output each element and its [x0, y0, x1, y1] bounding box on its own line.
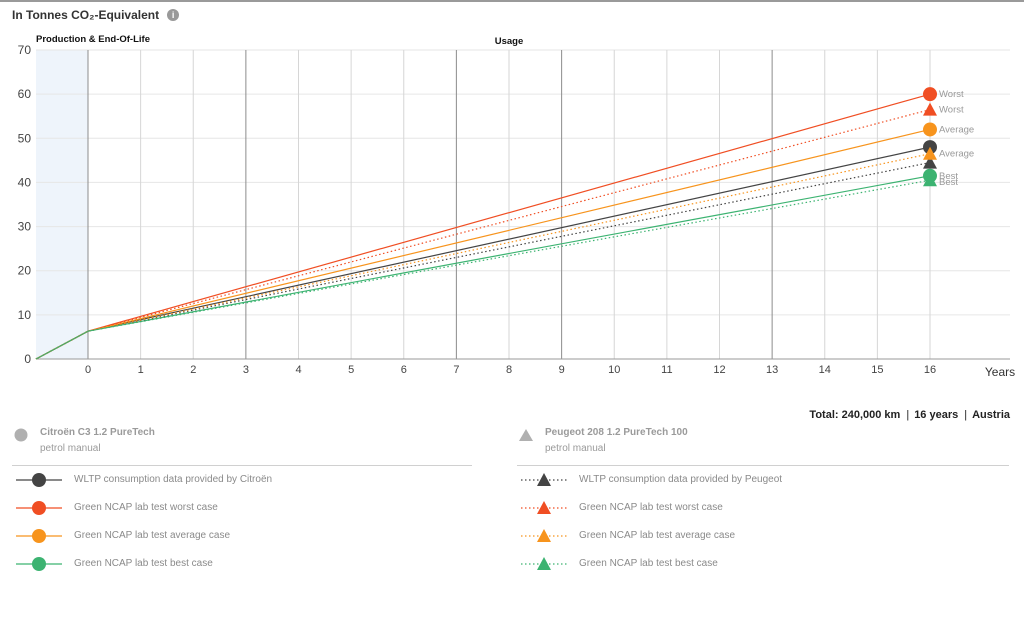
x-tick-label: 12 [713, 364, 725, 376]
car-name: Citroën C3 1.2 PureTech [40, 427, 155, 438]
top-divider [0, 0, 1024, 2]
car-transmission: petrol manual [545, 443, 606, 454]
triangle-marker-icon [521, 501, 567, 514]
series-line-0 [35, 146, 931, 360]
series-line-6 [35, 153, 931, 360]
car-legend-citroen: Citroën C3 1.2 PureTech petrol manual WL… [12, 425, 472, 578]
legend-item[interactable]: Green NCAP lab test best case [517, 550, 1009, 578]
legend-item[interactable]: Green NCAP lab test worst case [517, 494, 1009, 522]
series-end-marker-5 [923, 102, 937, 116]
series-end-label-6: Average [939, 149, 974, 160]
x-tick-label: 0 [85, 364, 91, 376]
circle-marker-icon [16, 529, 62, 543]
car-name: Peugeot 208 1.2 PureTech 100 [545, 427, 688, 438]
legend-item[interactable]: WLTP consumption data provided by Peugeo… [517, 466, 1009, 494]
x-tick-label: 15 [871, 364, 883, 376]
summary-bar: Total: 240,000 km | 16 years | Austria [809, 409, 1010, 421]
circle-marker-icon [16, 473, 62, 487]
x-tick-label: 5 [348, 364, 354, 376]
total-label: Total: [809, 409, 839, 421]
x-tick-label: 10 [608, 364, 620, 376]
series-end-marker-1 [923, 87, 937, 102]
series-end-label-1: Worst [939, 89, 964, 100]
x-tick-label: 14 [819, 364, 831, 376]
car-legend-peugeot: Peugeot 208 1.2 PureTech 100 petrol manu… [517, 425, 1009, 578]
series-end-label-3: Best [939, 171, 958, 182]
x-axis-title: Years [985, 365, 1015, 379]
x-tick-label: 8 [506, 364, 512, 376]
series-end-label-2: Average [939, 124, 974, 135]
x-tick-label: 16 [924, 364, 936, 376]
triangle-marker-icon [521, 529, 567, 542]
x-tick-label: 6 [401, 364, 407, 376]
x-tick-label: 1 [138, 364, 144, 376]
legend-item-label: WLTP consumption data provided by Peugeo… [579, 474, 783, 485]
x-tick-label: 13 [766, 364, 778, 376]
y-tick-label: 10 [18, 308, 32, 322]
series-end-marker-7 [923, 173, 937, 187]
series-end-marker-6 [923, 146, 937, 160]
x-tick-label: 9 [559, 364, 565, 376]
chart-title: In Tonnes CO₂-Equivalent [12, 8, 160, 22]
car-header: Peugeot 208 1.2 PureTech 100 petrol manu… [517, 425, 1009, 466]
total-years: 16 years [914, 409, 959, 421]
legend-list: WLTP consumption data provided by Citroë… [12, 466, 472, 578]
section-label-production: Production & End-Of-Life [36, 34, 150, 45]
y-tick-label: 40 [18, 175, 32, 189]
legend-item-label: WLTP consumption data provided by Citroë… [74, 474, 273, 485]
series-line-3 [35, 175, 931, 360]
circle-marker-icon [16, 501, 62, 515]
x-tick-label: 2 [190, 364, 196, 376]
legend-list: WLTP consumption data provided by Peugeo… [517, 466, 1009, 578]
info-icon[interactable]: i [167, 9, 180, 21]
legend-item[interactable]: WLTP consumption data provided by Citroë… [12, 466, 472, 494]
series-end-label-7: Best [939, 177, 958, 188]
y-tick-label: 70 [18, 43, 32, 57]
circle-marker-icon [14, 428, 28, 442]
triangle-marker-icon [521, 557, 567, 570]
legend-item-label: Green NCAP lab test average case [579, 530, 736, 541]
y-tick-label: 50 [18, 131, 32, 145]
car-header: Citroën C3 1.2 PureTech petrol manual [12, 425, 472, 466]
y-tick-label: 0 [24, 352, 31, 366]
section-label-usage: Usage [495, 36, 524, 47]
series-line-5 [35, 109, 931, 360]
legend-item-label: Green NCAP lab test best case [579, 558, 718, 569]
legend-item-label: Green NCAP lab test best case [74, 558, 213, 569]
total-distance: 240,000 km [841, 409, 901, 421]
country: Austria [972, 409, 1010, 421]
production-band [36, 50, 88, 359]
series-end-label-5: Worst [939, 105, 964, 116]
x-tick-label: 7 [453, 364, 459, 376]
legend-item-label: Green NCAP lab test worst case [579, 502, 723, 513]
series-end-marker-4 [923, 155, 937, 169]
legend-item-label: Green NCAP lab test average case [74, 530, 231, 541]
legend-item-label: Green NCAP lab test worst case [74, 502, 218, 513]
legend-item[interactable]: Green NCAP lab test average case [12, 522, 472, 550]
x-tick-label: 11 [661, 364, 672, 376]
y-tick-label: 20 [18, 264, 32, 278]
chart-header: In Tonnes CO₂-Equivalent i [12, 8, 180, 22]
series-end-marker-2 [923, 122, 937, 137]
car-transmission: petrol manual [40, 443, 101, 454]
legend-item[interactable]: Green NCAP lab test best case [12, 550, 472, 578]
triangle-marker-icon [519, 429, 533, 441]
series-line-7 [35, 179, 931, 360]
x-tick-label: 4 [295, 364, 301, 376]
triangle-marker-icon [521, 473, 567, 486]
y-tick-label: 30 [18, 220, 32, 234]
legend-item[interactable]: Green NCAP lab test average case [517, 522, 1009, 550]
circle-marker-icon [16, 557, 62, 571]
y-tick-label: 60 [18, 87, 32, 101]
x-tick-label: 3 [243, 364, 249, 376]
legend-item[interactable]: Green NCAP lab test worst case [12, 494, 472, 522]
